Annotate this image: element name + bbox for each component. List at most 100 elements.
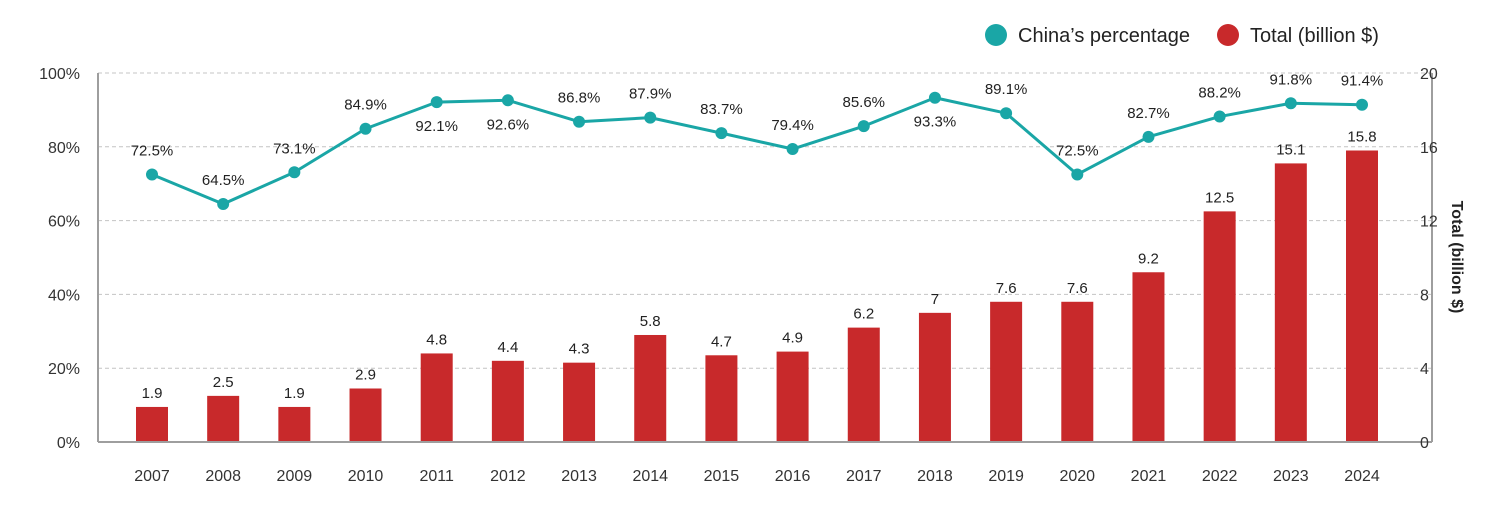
bar-2019	[990, 301, 1023, 441]
bar-label-2010: 2.9	[355, 366, 376, 383]
line-path	[151, 96, 1363, 206]
left-tick-label: 40%	[48, 287, 80, 304]
line-label-2024: 91.4%	[1341, 73, 1384, 90]
line-point-2019	[1000, 107, 1013, 120]
line-point-2013	[573, 115, 586, 128]
line-point-2023	[1284, 97, 1297, 110]
bar-label-2019: 7.6	[996, 280, 1017, 297]
right-tick-label: 20	[1420, 66, 1438, 83]
line-label-2019: 89.1%	[985, 81, 1028, 98]
x-tick-label: 2017	[846, 468, 882, 485]
x-tick-label: 2018	[917, 468, 953, 485]
left-tick-label: 0%	[57, 435, 80, 452]
line-point-2016	[786, 143, 799, 156]
right-axis-title: Total (billion $)	[1448, 201, 1465, 314]
line-label-2013: 86.8%	[558, 90, 601, 107]
line-label-2008: 64.5%	[202, 172, 245, 189]
x-tick-label: 2015	[704, 468, 740, 485]
bar-2018	[918, 312, 951, 441]
line-label-2007: 72.5%	[131, 142, 174, 159]
bar-2007	[136, 406, 168, 441]
legend-swatch-teal	[985, 24, 1007, 46]
line-point-2021	[1142, 130, 1155, 143]
left-tick-label: 60%	[48, 214, 80, 231]
bar-2008	[207, 395, 240, 441]
right-tick-label: 12	[1420, 214, 1438, 231]
line-point-2022	[1213, 110, 1226, 123]
x-tick-label: 2019	[988, 468, 1024, 485]
bar-2022	[1203, 211, 1236, 441]
bar-label-2009: 1.9	[284, 385, 305, 402]
bar-label-2012: 4.4	[497, 339, 518, 356]
left-tick-label: 100%	[39, 66, 80, 83]
bar-2016	[776, 351, 809, 441]
left-tick-label: 20%	[48, 361, 80, 378]
line-label-2018: 93.3%	[914, 114, 957, 131]
right-tick-label: 16	[1420, 140, 1438, 157]
bar-label-2011: 4.8	[426, 331, 447, 348]
bar-label-2007: 1.9	[142, 385, 163, 402]
line-point-2007	[146, 168, 158, 181]
bar-2023	[1274, 163, 1307, 441]
bar-2014	[634, 334, 667, 441]
bar-2011	[420, 353, 453, 441]
bar-2021	[1132, 272, 1165, 441]
line-label-2022: 88.2%	[1198, 85, 1241, 102]
line-label-2023: 91.8%	[1270, 71, 1313, 88]
bar-label-2023: 15.1	[1276, 141, 1305, 158]
line-point-2011	[430, 96, 443, 109]
bar-label-2008: 2.5	[213, 374, 234, 391]
line-series-china-percentage	[146, 91, 1368, 210]
line-label-2015: 83.7%	[700, 101, 743, 118]
line-label-2020: 72.5%	[1056, 142, 1099, 159]
line-label-2010: 84.9%	[344, 97, 387, 114]
line-point-2010	[359, 122, 372, 135]
right-tick-label: 8	[1420, 287, 1429, 304]
left-tick-label: 80%	[48, 140, 80, 157]
bar-series-total	[136, 150, 1378, 442]
line-point-2018	[928, 91, 941, 104]
bar-label-2015: 4.7	[711, 333, 732, 350]
x-tick-label: 2012	[490, 468, 526, 485]
line-point-2024	[1356, 98, 1368, 111]
x-tick-label: 2011	[420, 468, 455, 485]
bar-2013	[563, 362, 596, 441]
x-tick-label: 2014	[632, 468, 668, 485]
bar-2020	[1061, 301, 1094, 441]
left-axis-ticks: 0% 20% 40% 60% 80% 100%	[39, 66, 80, 452]
legend-swatch-red	[1217, 24, 1239, 46]
bar-label-2017: 6.2	[853, 306, 874, 323]
legend-label: Total (billion $)	[1250, 25, 1379, 47]
line-point-2017	[857, 120, 870, 133]
bar-label-2013: 4.3	[569, 341, 590, 358]
right-tick-label: 0	[1420, 435, 1429, 452]
x-tick-label: 2023	[1273, 468, 1309, 485]
line-point-2009	[288, 166, 301, 179]
line-label-2009: 73.1%	[273, 140, 316, 157]
bar-label-2020: 7.6	[1067, 280, 1088, 297]
bar-2017	[847, 327, 880, 441]
legend: China’s percentage Total (billion $)	[985, 24, 1379, 47]
line-label-2014: 87.9%	[629, 86, 672, 103]
x-tick-label: 2010	[348, 468, 384, 485]
bar-2024	[1346, 150, 1378, 442]
bar-label-2022: 12.5	[1205, 189, 1234, 206]
line-point-2015	[715, 127, 728, 140]
x-tick-label: 2024	[1344, 468, 1380, 485]
legend-item-total[interactable]: Total (billion $)	[1217, 24, 1379, 47]
bar-data-labels: 1.9 2.5 1.9 2.9 4.8 4.4 4.3 5.8 4.7 4.9 6.2 7 7.6 7.6…	[142, 128, 1377, 401]
bar-2012	[491, 360, 524, 441]
line-point-2014	[644, 111, 657, 124]
gridlines	[98, 72, 1432, 369]
axes	[97, 73, 1433, 443]
x-tick-label: 2009	[277, 468, 313, 485]
legend-item-china-percentage[interactable]: China’s percentage	[985, 24, 1190, 47]
bar-label-2016: 4.9	[782, 330, 803, 347]
line-label-2016: 79.4%	[771, 117, 814, 134]
line-point-2008	[217, 197, 230, 210]
bar-label-2014: 5.8	[640, 313, 661, 330]
line-point-2020	[1071, 168, 1084, 181]
line-point-2012	[501, 94, 514, 107]
bar-2015	[705, 355, 738, 441]
